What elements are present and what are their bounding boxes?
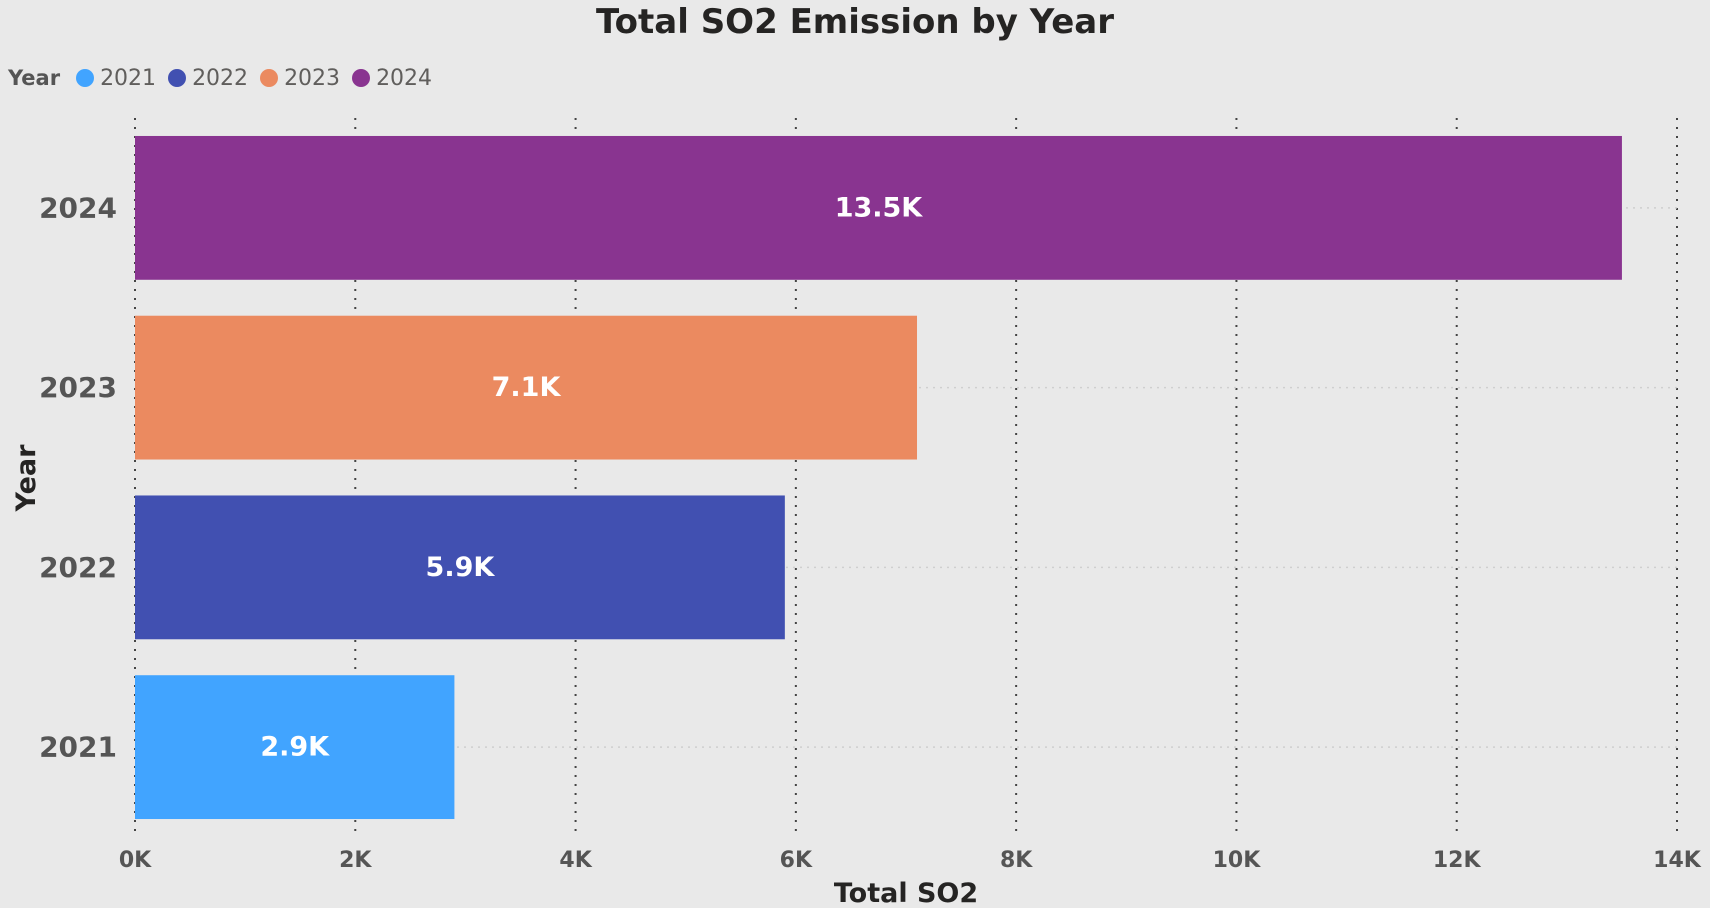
data-label-2023: 7.1K — [492, 372, 562, 403]
x-tick-label: 6K — [780, 848, 813, 873]
x-tick-label: 4K — [559, 848, 592, 873]
legend: Year 2021 2022 2023 2024 — [8, 63, 442, 93]
x-tick-label: 2K — [339, 848, 372, 873]
data-label-2022: 5.9K — [426, 552, 496, 583]
x-axis-title: Total SO2 — [834, 878, 978, 908]
data-label-2024: 13.5K — [835, 192, 924, 223]
x-tick-label: 8K — [1000, 848, 1033, 873]
legend-item-2022[interactable]: 2022 — [168, 66, 248, 91]
bar-2022[interactable] — [135, 495, 785, 640]
chart-title: Total SO2 Emission by Year — [595, 2, 1115, 42]
legend-item-2024[interactable]: 2024 — [352, 66, 432, 91]
y-category-label-2021: 2021 — [39, 731, 117, 764]
bars — [135, 135, 1622, 820]
legend-swatch-2021 — [76, 69, 95, 87]
legend-swatch-2022 — [168, 69, 187, 87]
x-tick-label: 10K — [1213, 848, 1262, 873]
bar-2023[interactable] — [135, 315, 918, 460]
x-tick-label: 0K — [119, 848, 152, 873]
legend-item-2021[interactable]: 2021 — [76, 66, 156, 91]
legend-title: Year — [8, 66, 61, 90]
legend-label-2024: 2024 — [376, 65, 433, 91]
legend-label-2023: 2023 — [284, 65, 341, 91]
legend-label-2021: 2021 — [100, 65, 157, 91]
x-tick-label: 14K — [1653, 848, 1702, 873]
y-category-label-2024: 2024 — [39, 191, 117, 224]
legend-label-2022: 2022 — [192, 65, 249, 91]
x-tick-label: 12K — [1433, 848, 1482, 873]
bar-2024[interactable] — [135, 135, 1622, 280]
labels: 0K 2K 4K 6K 8K 10K 12K 14K 13.5K 2024 7.1K 2023 5.9K… — [39, 191, 1702, 873]
y-category-label-2022: 2022 — [39, 551, 117, 584]
y-category-label-2023: 2023 — [39, 371, 117, 404]
bar-2021[interactable] — [135, 675, 455, 820]
y-axis-title: Year — [11, 444, 42, 513]
legend-swatch-2024 — [352, 69, 371, 87]
legend-item-2023[interactable]: 2023 — [260, 66, 340, 91]
data-label-2021: 2.9K — [260, 732, 330, 763]
legend-swatch-2023 — [260, 69, 279, 87]
